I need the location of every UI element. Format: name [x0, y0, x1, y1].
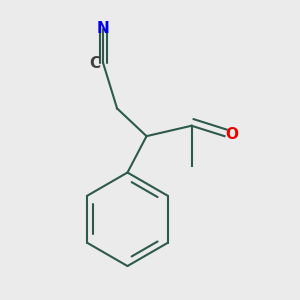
Text: C: C — [89, 56, 100, 71]
Text: O: O — [225, 127, 238, 142]
Text: N: N — [97, 21, 110, 36]
